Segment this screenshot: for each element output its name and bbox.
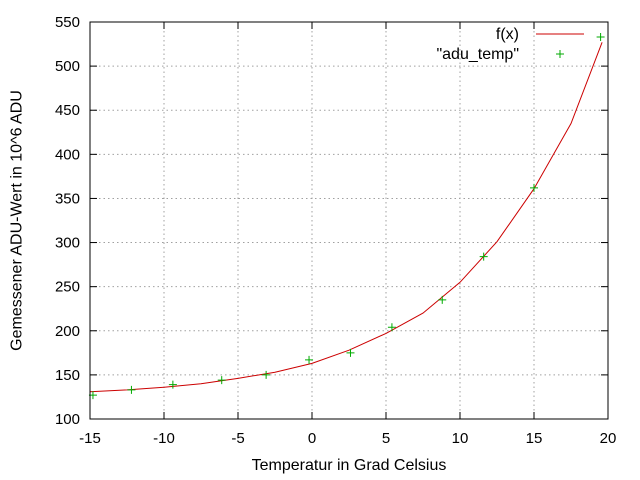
data-point — [305, 355, 314, 364]
legend-label: "adu_temp" — [436, 46, 519, 63]
y-tick-label: 350 — [55, 190, 80, 207]
data-point — [479, 252, 488, 261]
grid — [90, 22, 608, 419]
x-axis-label: Temperatur in Grad Celsius — [252, 457, 447, 474]
x-tick-label: -15 — [79, 430, 101, 447]
x-tick-label: 5 — [382, 430, 390, 447]
x-tick-label: 0 — [308, 430, 316, 447]
legend-label: f(x) — [496, 26, 519, 43]
y-tick-label: 550 — [55, 14, 80, 31]
y-tick-label: 100 — [55, 411, 80, 428]
x-tick-label: -10 — [153, 430, 175, 447]
tick-labels: -15 -10 -5 0 5 10 15 20 100 150 200 250 300 350 400 450… — [55, 14, 616, 447]
data-point — [346, 348, 355, 357]
legend: f(x) "adu_temp" — [436, 26, 584, 63]
data-point — [262, 370, 271, 379]
series-line-fx — [89, 42, 603, 393]
y-tick-label: 200 — [55, 323, 80, 340]
y-tick-label: 250 — [55, 279, 80, 296]
y-axis-label: Gemessener ADU-Wert in 10^6 ADU — [9, 90, 26, 351]
axis-ticks — [89, 21, 609, 420]
y-tick-label: 300 — [55, 235, 80, 252]
y-tick-label: 500 — [55, 58, 80, 75]
data-point — [596, 32, 605, 41]
plot-frame — [89, 21, 609, 420]
y-tick-label: 400 — [55, 146, 80, 163]
y-tick-label: 150 — [55, 367, 80, 384]
x-tick-label: 15 — [526, 430, 543, 447]
y-tick-label: 450 — [55, 102, 80, 119]
data-point — [530, 183, 538, 192]
data-point — [217, 376, 226, 385]
data-point — [168, 380, 177, 389]
data-point — [438, 295, 447, 304]
x-tick-label: 10 — [452, 430, 469, 447]
legend-swatch-marker — [556, 50, 564, 58]
data-point — [387, 323, 396, 332]
x-tick-label: 20 — [600, 430, 617, 447]
x-tick-label: -5 — [231, 430, 244, 447]
data-point — [127, 385, 136, 394]
series-layer — [88, 32, 605, 400]
